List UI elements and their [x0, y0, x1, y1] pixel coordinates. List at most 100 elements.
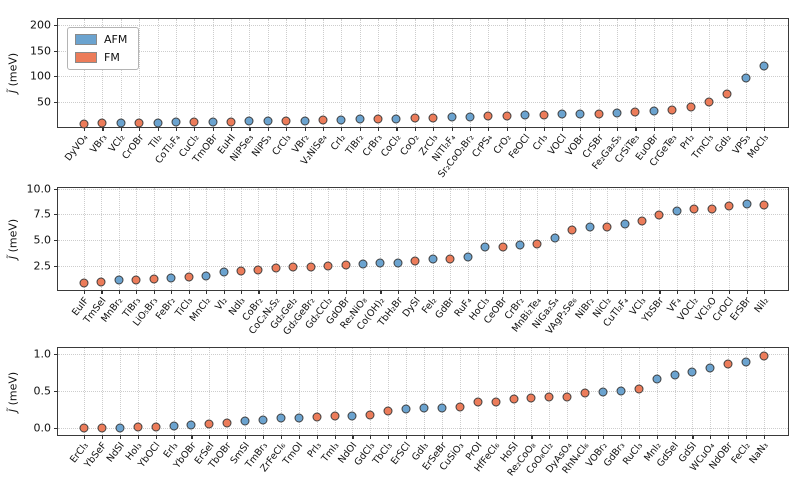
- data-point: [526, 393, 536, 403]
- y-tick-label: 1.0: [33, 347, 52, 361]
- vertical-gridline: [120, 19, 122, 127]
- x-tick-mark: [543, 127, 545, 131]
- vertical-gridline: [322, 19, 324, 127]
- data-point: [544, 392, 554, 402]
- x-tick-mark: [513, 435, 515, 439]
- x-tick-mark: [84, 435, 86, 439]
- vertical-gridline: [708, 19, 710, 127]
- horizontal-gridline: [58, 102, 788, 104]
- data-point: [410, 113, 420, 123]
- data-point: [323, 261, 333, 271]
- x-tick-mark: [617, 127, 619, 131]
- x-tick-label: NiI₂: [752, 295, 771, 316]
- data-point: [483, 111, 493, 121]
- x-tick-mark: [674, 435, 676, 439]
- vertical-gridline: [488, 19, 490, 127]
- data-point: [419, 403, 429, 413]
- vertical-gridline: [624, 188, 626, 290]
- data-point: [759, 351, 769, 361]
- data-point: [281, 116, 291, 126]
- vertical-gridline: [676, 188, 678, 290]
- x-tick-mark: [469, 127, 472, 131]
- vertical-gridline: [711, 188, 713, 290]
- data-point: [498, 242, 507, 252]
- horizontal-gridline: [58, 188, 788, 190]
- x-tick-mark: [764, 290, 766, 294]
- x-tick-mark: [728, 435, 730, 439]
- vertical-gridline: [175, 19, 177, 127]
- data-point: [616, 386, 626, 396]
- x-tick-mark: [378, 127, 380, 131]
- data-point: [79, 278, 89, 288]
- vertical-gridline: [212, 19, 214, 127]
- vertical-gridline: [258, 188, 260, 290]
- data-point: [473, 397, 483, 407]
- x-tick-mark: [84, 127, 86, 131]
- vertical-gridline: [729, 188, 731, 290]
- x-tick-mark: [502, 290, 504, 294]
- x-tick-mark: [467, 290, 469, 294]
- x-tick-mark: [137, 435, 139, 439]
- x-tick-mark: [206, 290, 208, 294]
- data-point: [189, 117, 199, 127]
- vertical-gridline: [359, 19, 361, 127]
- data-point: [236, 266, 246, 276]
- legend-label: AFM: [104, 33, 128, 46]
- y-axis-label: J̃ (meV): [7, 53, 20, 93]
- x-tick-mark: [506, 127, 508, 131]
- x-tick-mark: [119, 435, 121, 439]
- data-point: [169, 421, 178, 431]
- vertical-gridline: [84, 188, 85, 290]
- vertical-gridline: [206, 188, 208, 290]
- vertical-gridline: [157, 19, 159, 127]
- x-tick-mark: [531, 435, 533, 439]
- data-point: [704, 97, 714, 107]
- data-point: [330, 411, 339, 421]
- data-point: [258, 415, 268, 425]
- y-tick-mark: [54, 265, 58, 267]
- y-tick-mark: [54, 76, 58, 78]
- x-tick-mark: [433, 127, 435, 131]
- vertical-gridline: [102, 19, 104, 127]
- data-point: [686, 102, 695, 112]
- data-point: [134, 118, 144, 128]
- horizontal-gridline: [58, 265, 788, 267]
- vertical-gridline: [746, 188, 748, 290]
- data-point: [355, 114, 365, 124]
- y-tick-mark: [54, 24, 58, 26]
- vertical-gridline: [433, 19, 435, 127]
- x-tick-mark: [173, 435, 175, 439]
- y-axis-symbol: J̃: [6, 408, 20, 413]
- x-tick-mark: [310, 290, 312, 294]
- vertical-gridline: [380, 188, 382, 290]
- data-point: [654, 210, 664, 220]
- data-point: [133, 422, 143, 432]
- y-tick-label: 150: [30, 44, 51, 57]
- y-axis-symbol: J̃: [6, 255, 20, 260]
- y-axis-unit: (meV): [6, 52, 20, 90]
- x-tick-label: FeCl₂: [729, 440, 753, 466]
- x-tick-mark: [659, 290, 661, 294]
- vertical-gridline: [293, 188, 295, 290]
- vertical-gridline: [764, 19, 765, 127]
- data-point: [222, 418, 232, 428]
- x-tick-mark: [84, 290, 86, 294]
- y-tick-label: 200: [30, 18, 51, 32]
- x-tick-mark: [450, 290, 452, 294]
- x-tick-mark: [488, 127, 490, 131]
- data-point: [318, 115, 328, 125]
- x-tick-label: NiPS₃: [250, 132, 275, 160]
- y-tick-label: 100: [30, 69, 51, 83]
- data-point: [634, 384, 644, 394]
- data-point: [219, 267, 228, 277]
- x-tick-mark: [711, 290, 713, 294]
- x-tick-mark: [212, 127, 214, 131]
- x-tick-mark: [708, 127, 711, 131]
- panel-bottom: 0.0 0.5 1.0 ErCl₃ YbSeF NdSI HoI₃ YbOCl ErI₃ YbOB…: [34, 347, 789, 478]
- x-tick-mark: [101, 290, 103, 294]
- y-tick-mark: [54, 50, 58, 52]
- vertical-gridline: [363, 188, 364, 290]
- x-tick-mark: [245, 435, 247, 439]
- vertical-gridline: [485, 188, 486, 290]
